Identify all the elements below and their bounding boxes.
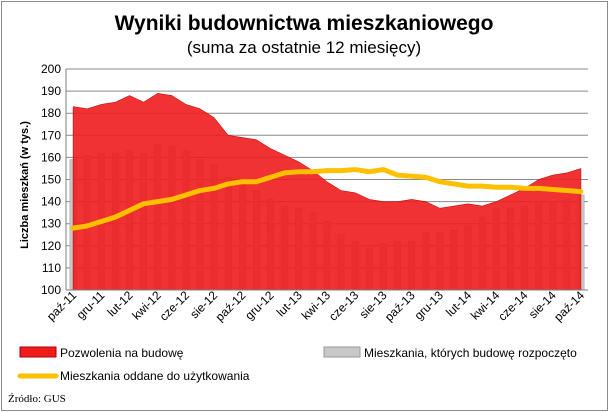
legend-item-bars: Mieszkania, których budowę rozpoczęto [323,346,577,360]
x-tick-label: paź-13 [382,288,418,324]
chart-subtitle: (suma za ostatnie 12 miesięcy) [187,38,421,57]
x-tick-label: gru-13 [412,288,447,323]
x-tick-label: kwi-12 [129,288,164,323]
x-tick-label: gru-12 [242,288,277,323]
y-tick-label: 150 [41,173,61,187]
y-tick-label: 200 [41,62,61,76]
x-tick-label: kwi-14 [468,288,503,323]
x-tick-label: cze-14 [495,288,531,324]
legend-item-area: Pozwolenia na budowę [19,346,184,360]
y-tick-label: 190 [41,84,61,98]
axes [65,69,588,291]
y-tick-label: 180 [41,106,61,120]
y-tick-label: 130 [41,217,61,231]
legend-label-area: Pozwolenia na budowę [60,346,184,360]
legend-item-line: Mieszkania oddane do użytkowania [17,369,250,383]
line-series [70,167,584,231]
y-tick-label: 100 [41,283,61,297]
area-series [72,93,582,291]
x-tick-label: paź-14 [551,288,587,324]
y-tick-label: 110 [42,261,61,275]
legend-label-line: Mieszkania oddane do użytkowania [60,369,250,383]
legend: Pozwolenia na budowę Mieszkania, których… [17,346,577,383]
y-tick-labels: 100 110 120 130 140 150 160 170 180 190 200 [41,62,61,297]
line-series-path [70,167,584,231]
y-tick-label: 120 [41,239,61,253]
source-note: Źródło: GUS [8,393,66,405]
y-tick-label: 170 [41,128,61,142]
legend-swatch-bars [323,346,361,358]
y-axis-label: Liczba mieszkań (w tys.) [19,121,31,249]
chart-title: Wyniki budownictwa mieszkaniowego [115,12,494,35]
legend-swatch-area [19,346,57,358]
y-tick-label: 160 [41,150,61,164]
x-tick-label: paź-12 [213,288,249,324]
legend-label-bars: Mieszkania, których budowę rozpoczęto [364,346,577,360]
x-tick-labels: paź-11gru-11lut-12kwi-12cze-12sie-12paź-… [44,288,587,324]
x-tick-label: cze-12 [157,288,193,324]
area-series-fill [72,93,582,291]
x-tick-label: kwi-13 [299,288,334,323]
x-tick-label: gru-11 [74,288,108,322]
y-tick-label: 140 [41,195,61,209]
x-tick-label: cze-13 [326,288,362,324]
